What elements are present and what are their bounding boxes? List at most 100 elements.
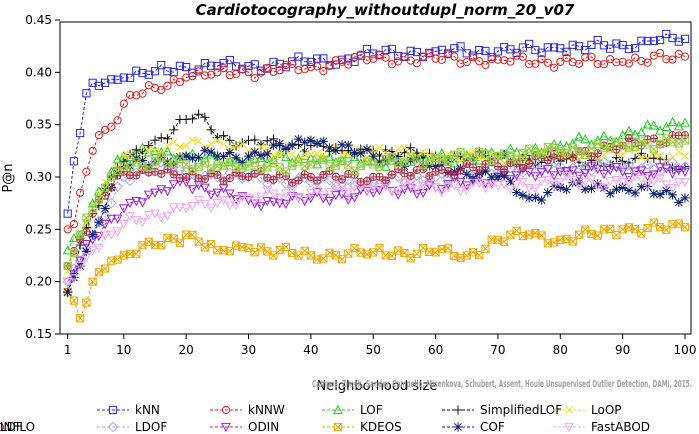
data-point-loop-14: [144, 145, 153, 154]
data-point-cof-19: [175, 152, 185, 162]
data-point-odin-97: [661, 164, 672, 174]
data-point-knn-71: [500, 43, 509, 52]
data-point-knnw-55: [400, 52, 409, 61]
data-point-lof-28: [231, 154, 241, 164]
data-point-fastabod-89: [611, 175, 622, 186]
data-point-cof-40: [306, 135, 316, 145]
data-point-cof-33: [262, 149, 272, 159]
data-point-odin-76: [530, 172, 541, 182]
x-tick-label-10: 100: [674, 343, 697, 357]
y-tick-label-0: 0.15: [25, 327, 52, 341]
data-point-odin-33: [262, 196, 273, 207]
legend-marker-knn: [108, 405, 118, 415]
series-line-ldof: [67, 161, 686, 282]
data-point-knn-89: [612, 39, 621, 48]
data-point-kdeos-7: [101, 264, 110, 273]
data-point-loop-54: [394, 145, 403, 154]
data-point-ldof-98: [667, 156, 678, 168]
data-point-ldf-24: [207, 169, 216, 178]
data-point-cof-96: [655, 190, 665, 200]
x-tick-label-8: 80: [553, 343, 568, 357]
data-point-kdeos-71: [500, 237, 509, 246]
data-point-fastabod-45: [337, 183, 347, 193]
data-point-cof-41: [312, 138, 322, 149]
data-point-lof-92: [630, 129, 641, 139]
data-point-knn-41: [313, 54, 322, 63]
data-point-fastabod-69: [486, 180, 497, 190]
data-point-fastabod-28: [231, 200, 241, 211]
x-axis-label: Neighborhood size: [317, 379, 438, 394]
data-point-ldf-59: [425, 171, 434, 181]
data-point-knn-64: [456, 42, 465, 51]
data-point-fastabod-93: [636, 174, 647, 185]
data-point-ldf-71: [500, 165, 509, 174]
legend-label-odin: ODIN: [248, 420, 279, 434]
data-point-odin-47: [349, 193, 360, 203]
data-point-odin-48: [355, 185, 366, 196]
data-point-fastabod-71: [499, 180, 510, 190]
data-point-cof-75: [524, 193, 534, 203]
data-point-ldof-83: [573, 159, 585, 170]
series-layer: [62, 29, 691, 323]
data-point-cof-31: [250, 147, 260, 157]
data-point-fastabod-73: [511, 180, 522, 190]
data-point-ldf-45: [337, 175, 347, 184]
data-point-ldf-91: [624, 134, 633, 143]
data-point-ldof-91: [623, 159, 635, 171]
data-point-loop-99: [674, 147, 683, 156]
data-point-cof-14: [144, 161, 154, 171]
data-point-fastabod-90: [617, 178, 628, 188]
data-point-odin-11: [125, 198, 135, 209]
data-point-odin-59: [424, 181, 435, 191]
legend-label-lof: LOF: [360, 403, 383, 417]
data-point-knnw-67: [475, 57, 484, 66]
data-point-cof-39: [300, 137, 310, 147]
data-point-fastabod-66: [468, 178, 478, 188]
data-point-ldf-28: [231, 168, 241, 177]
data-point-fastabod-34: [268, 189, 279, 199]
data-point-ldf-16: [157, 169, 166, 178]
data-point-cof-74: [518, 190, 528, 200]
data-point-odin-17: [162, 187, 173, 197]
data-point-knn-96: [655, 35, 665, 45]
data-point-fastabod-9: [112, 227, 123, 237]
legend-marker-ldof: [107, 421, 119, 433]
data-point-knn-31: [250, 60, 259, 69]
data-point-odin-35: [274, 199, 285, 209]
data-point-odin-36: [281, 199, 291, 210]
data-point-odin-65: [461, 181, 472, 191]
data-point-lof-98: [667, 116, 678, 127]
data-point-inflo-51: [375, 162, 384, 171]
data-point-cof-82: [568, 178, 578, 188]
data-point-odin-55: [399, 185, 410, 195]
data-point-fastabod-56: [405, 180, 416, 190]
data-point-knn-27: [225, 55, 234, 65]
data-point-lof-95: [648, 120, 659, 130]
data-point-loop-17: [163, 142, 172, 151]
data-point-knnw-92: [631, 53, 640, 62]
data-point-knn-24: [207, 61, 216, 70]
data-point-inflo-3: [76, 230, 85, 239]
data-point-loop-35: [275, 151, 284, 160]
legend-item-inflo: INFLO: [0, 420, 35, 434]
data-point-knn-86: [593, 36, 602, 45]
data-point-ldof-86: [592, 158, 604, 169]
data-point-cof-81: [561, 185, 572, 195]
data-point-knnw-69: [487, 54, 496, 64]
data-point-loop-33: [263, 144, 272, 153]
data-point-fastabod-85: [586, 175, 597, 185]
data-point-knn-99: [674, 37, 683, 46]
data-point-odin-93: [636, 166, 647, 176]
data-point-cof-83: [574, 178, 584, 188]
data-point-odin-94: [642, 172, 653, 182]
data-point-loop-19: [175, 143, 184, 152]
data-point-cof-77: [536, 195, 547, 205]
data-point-odin-73: [511, 171, 522, 181]
data-point-cof-97: [661, 185, 671, 196]
data-point-loop-28: [232, 141, 241, 150]
data-point-odin-61: [436, 185, 447, 195]
legend-marker-cof: [453, 422, 463, 432]
data-point-odin-81: [561, 166, 572, 177]
data-point-knnw-78: [543, 58, 552, 67]
data-point-ldf-56: [406, 171, 415, 180]
